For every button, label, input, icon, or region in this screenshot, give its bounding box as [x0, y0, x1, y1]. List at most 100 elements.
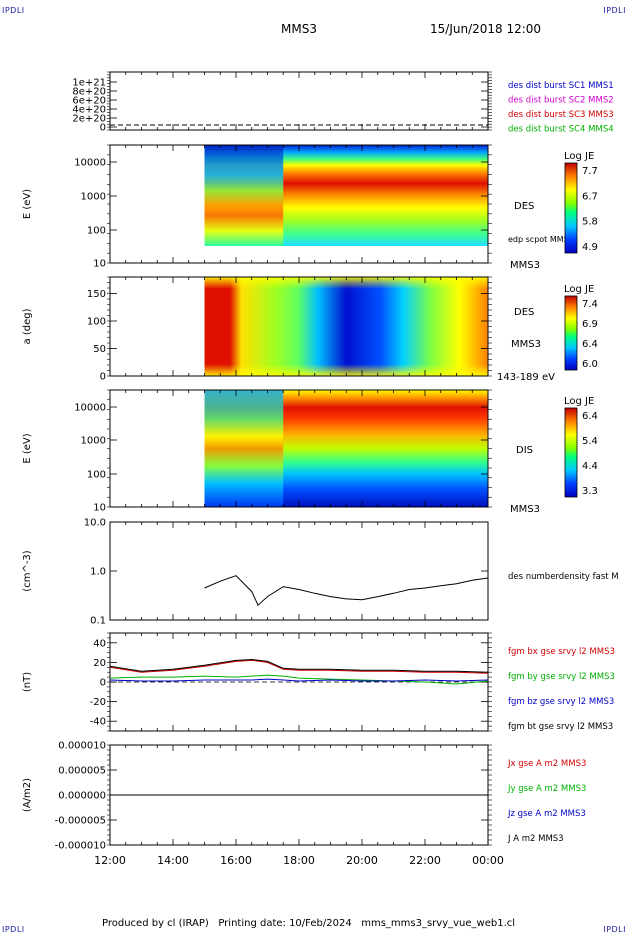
- b-field-panel-series-line: [109, 674, 489, 685]
- current-panel-legend-entry: Jz gse A m2 MMS3: [507, 809, 586, 819]
- des-energy-panel-colorbar-tick-label: 5.8: [582, 217, 598, 228]
- burst-panel-y-tick-label: 0: [100, 123, 106, 134]
- density-panel-y-tick-label: 1.0: [90, 567, 106, 578]
- current-panel-legend-entry: Jx gse A m2 MMS3: [507, 759, 586, 769]
- dis-energy-panel-colorbar-tick-label: 3.3: [582, 486, 598, 497]
- dis-energy-panel-spacecraft-label: MMS3: [510, 504, 540, 515]
- des-energy-panel-colorbar-tick-label: 6.7: [582, 191, 598, 202]
- b-field-panel-y-tick-label: 20: [93, 658, 106, 669]
- corner-label-bottom-left: IPDLI: [2, 925, 25, 934]
- des-pitch-panel-instrument-label: DES: [514, 307, 534, 318]
- time-axis-tick-label: 22:00: [409, 854, 441, 867]
- current-panel-y-tick-label: 0.000005: [58, 766, 106, 777]
- des-energy-panel-colorbar: [564, 162, 578, 254]
- des-pitch-panel-colorbar-title: Log JE: [564, 284, 594, 295]
- time-axis-tick-label: 00:00: [472, 854, 504, 867]
- density-panel-frame: [109, 521, 489, 621]
- des-energy-panel-colorbar-title: Log JE: [564, 151, 594, 162]
- burst-panel-y-tick-label: 8e+20: [72, 87, 106, 98]
- dis-energy-panel-colorbar-tick-label: 6.4: [582, 411, 598, 422]
- des-energy-panel-y-tick-label: 100: [87, 226, 106, 237]
- dis-energy-panel-colorbar-title: Log JE: [564, 396, 594, 407]
- des-pitch-panel-colorbar-tick-label: 6.0: [582, 359, 598, 370]
- corner-label-top-left: IPDLI: [2, 6, 25, 15]
- b-field-panel-series-line: [109, 678, 489, 682]
- time-axis-tick-label: 14:00: [157, 854, 189, 867]
- burst-panel-y-tick-label: 4e+20: [72, 105, 106, 116]
- b-field-panel-y-tick-label: 40: [93, 638, 106, 649]
- des-pitch-panel-y-tick-label: 100: [87, 317, 106, 328]
- des-pitch-panel-y-tick-label: 50: [93, 344, 106, 355]
- burst-panel-y-tick-label: 2e+20: [72, 114, 106, 125]
- current-panel-y-tick-label: 0.000000: [58, 791, 106, 802]
- des-pitch-panel-y-tick-label: 0: [100, 372, 106, 383]
- dis-energy-panel-y-tick-label: 10000: [74, 403, 106, 414]
- time-axis-tick-label: 16:00: [220, 854, 252, 867]
- des-pitch-panel-y-tick-label: 150: [87, 289, 106, 300]
- dis-energy-panel-y-tick-label: 100: [87, 470, 106, 481]
- corner-label-bottom-right: IPDLI: [603, 925, 626, 934]
- corner-label-top-right: IPDLI: [603, 6, 626, 15]
- b-field-panel-legend-entry: fgm by gse srvy l2 MMS3: [508, 672, 615, 682]
- b-field-panel-legend-entry: fgm bz gse srvy l2 MMS3: [508, 697, 614, 707]
- des-energy-panel-scpot-label: edp scpot MMS3: [508, 235, 574, 244]
- burst-panel-y-tick-label: 1e+21: [72, 78, 106, 89]
- b-field-panel-series-line: [109, 658, 489, 673]
- time-axis-tick-label: 12:00: [94, 854, 126, 867]
- dis-energy-panel-spectrogram-early: [204, 390, 284, 507]
- des-energy-panel-spectrogram-early: [204, 145, 284, 246]
- des-pitch-panel-colorbar: [564, 295, 578, 371]
- des-pitch-panel-colorbar-tick-label: 6.4: [582, 339, 598, 350]
- dis-energy-panel-colorbar-tick-label: 5.4: [582, 436, 598, 447]
- density-panel-legend-entry: des numberdensity fast M: [508, 572, 619, 582]
- des-pitch-panel-colorbar-tick-label: 7.4: [582, 299, 598, 310]
- dis-energy-panel-y-tick-label: 10: [93, 503, 106, 514]
- des-pitch-panel-spectrogram-edges: [204, 277, 488, 376]
- density-panel-y-tick-label: 10.0: [84, 518, 106, 529]
- current-panel-legend-entry: J A m2 MMS3: [507, 834, 564, 844]
- current-panel-y-tick-label: 0.000010: [58, 741, 106, 752]
- des-energy-panel-spacecraft-label: MMS3: [510, 260, 540, 271]
- burst-panel-legend-entry: des dist burst SC1 MMS1: [508, 81, 614, 91]
- burst-panel-y-tick-label: 6e+20: [72, 96, 106, 107]
- density-panel-density-line: [204, 575, 489, 607]
- des-energy-panel-below-scpot: [204, 246, 488, 263]
- footer-credit: Produced by cl (IRAP) Printing date: 10/…: [102, 918, 516, 929]
- des-pitch-panel-energy-range-label: 143-189 eV: [497, 372, 555, 383]
- b-field-panel-y-tick-label: -40: [90, 717, 106, 728]
- b-field-panel-y-tick-label: -20: [90, 697, 106, 708]
- b-field-panel-legend-entry: fgm bx gse srvy l2 MMS3: [508, 647, 615, 657]
- des-pitch-panel-spacecraft-label: MMS3: [511, 339, 541, 350]
- dis-energy-panel-y-tick-label: 1000: [81, 436, 106, 447]
- time-axis-tick-label: 20:00: [346, 854, 378, 867]
- density-panel-y-tick-label: 0.1: [90, 616, 106, 627]
- des-energy-panel-y-tick-label: 10: [93, 259, 106, 270]
- des-energy-panel-colorbar-tick-label: 7.7: [582, 166, 598, 177]
- burst-panel-legend-entry: des dist burst SC2 MMS2: [508, 96, 614, 106]
- b-field-panel-y-tick-label: 0: [100, 678, 106, 689]
- des-energy-panel-y-tick-label: 10000: [74, 158, 106, 169]
- density-panel-y-axis-label: (cm^-3): [22, 550, 33, 591]
- dis-energy-panel-instrument-label: DIS: [516, 445, 533, 456]
- des-energy-panel-y-tick-label: 1000: [81, 192, 106, 203]
- plot-date: 15/Jun/2018 12:00: [430, 22, 542, 36]
- current-panel-y-tick-label: -0.000005: [55, 816, 106, 827]
- b-field-panel-legend-entry: fgm bt gse srvy l2 MMS3: [508, 722, 613, 732]
- burst-panel-legend-entry: des dist burst SC3 MMS3: [508, 110, 614, 120]
- des-pitch-panel-colorbar-tick-label: 6.9: [582, 319, 598, 330]
- des-energy-panel-colorbar-tick-label: 4.9: [582, 242, 598, 253]
- des-energy-panel-instrument-label: DES: [514, 201, 534, 212]
- dis-energy-panel-y-axis-label: E (eV): [22, 433, 33, 463]
- current-panel-y-axis-label: (A/m2): [22, 778, 33, 812]
- des-pitch-panel-y-axis-label: a (deg): [22, 308, 33, 344]
- current-panel-y-tick-label: -0.000010: [55, 841, 106, 852]
- burst-panel-frame: [109, 71, 489, 131]
- dis-energy-panel-colorbar: [564, 407, 578, 498]
- b-field-panel-series-line: [109, 659, 489, 674]
- time-axis-tick-label: 18:00: [283, 854, 315, 867]
- dis-energy-panel-colorbar-tick-label: 4.4: [582, 461, 598, 472]
- burst-panel-legend-entry: des dist burst SC4 MMS4: [508, 125, 614, 135]
- des-energy-panel-y-axis-label: E (eV): [22, 189, 33, 219]
- mission-title: MMS3: [281, 22, 317, 36]
